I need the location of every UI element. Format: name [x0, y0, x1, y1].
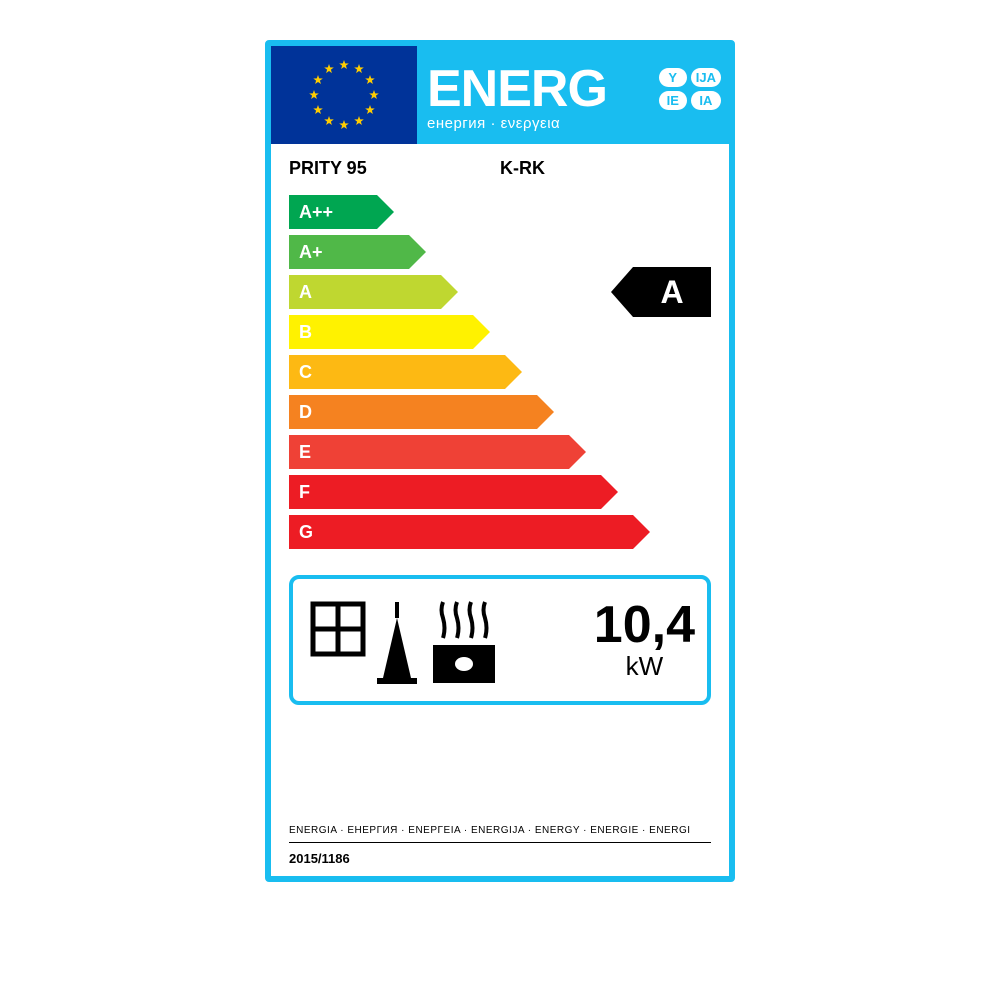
class-arrow-label: A++ — [289, 195, 377, 229]
class-arrow: G — [289, 515, 650, 549]
class-arrow: A — [289, 275, 458, 309]
product-row: PRITY 95 K-RK — [271, 144, 729, 187]
arrow-tip-icon — [505, 355, 522, 389]
heat-icons — [305, 590, 505, 690]
footer-languages: ENERGIA · ЕНЕРГИЯ · ΕΝΕΡΓΕΙΑ · ENERGIJA … — [271, 819, 729, 840]
class-arrow: A++ — [289, 195, 394, 229]
arrow-tip-icon — [633, 515, 650, 549]
power-value: 10,4 — [594, 599, 695, 651]
class-arrow-label: D — [289, 395, 537, 429]
energy-subtitle: енергия · ενεργεια — [427, 115, 721, 132]
class-arrow-label: F — [289, 475, 601, 509]
class-arrow: B — [289, 315, 490, 349]
class-arrow: A+ — [289, 235, 426, 269]
lang-pill: Y — [659, 68, 687, 87]
class-arrow: C — [289, 355, 522, 389]
rating-pointer: A — [611, 267, 711, 317]
lang-pill: IE — [659, 91, 687, 110]
power-unit: kW — [594, 651, 695, 682]
class-arrow: D — [289, 395, 554, 429]
energy-title: ENERG — [427, 63, 607, 115]
eu-flag — [271, 46, 417, 144]
pointer-tip-icon — [611, 267, 633, 317]
lang-pills: Y IJA IE IA — [659, 68, 721, 110]
class-arrow-label: B — [289, 315, 473, 349]
class-arrow: E — [289, 435, 586, 469]
header: ENERG Y IJA IE IA енергия · ενεργεια — [271, 46, 729, 144]
class-arrow-label: G — [289, 515, 633, 549]
efficiency-arrows: A A++A+ABCDEFG — [271, 187, 729, 567]
arrow-tip-icon — [409, 235, 426, 269]
spacer — [271, 719, 729, 819]
arrow-tip-icon — [569, 435, 586, 469]
class-arrow-label: C — [289, 355, 505, 389]
power-box: 10,4 kW — [289, 575, 711, 705]
regulation-number: 2015/1186 — [271, 845, 729, 876]
power-value-block: 10,4 kW — [594, 599, 695, 682]
product-brand: PRITY 95 — [289, 158, 500, 179]
arrow-tip-icon — [601, 475, 618, 509]
class-arrow-label: A+ — [289, 235, 409, 269]
heater-pictograms — [305, 590, 505, 690]
energy-label: ENERG Y IJA IE IA енергия · ενεργεια PRI… — [265, 40, 735, 882]
class-arrow-label: A — [289, 275, 441, 309]
divider — [289, 842, 711, 843]
arrow-tip-icon — [537, 395, 554, 429]
product-model: K-RK — [500, 158, 711, 179]
arrow-tip-icon — [473, 315, 490, 349]
arrow-tip-icon — [377, 195, 394, 229]
arrow-tip-icon — [441, 275, 458, 309]
lang-pill: IJA — [691, 68, 721, 87]
lang-pill: IA — [691, 91, 721, 110]
class-arrow: F — [289, 475, 618, 509]
energy-title-block: ENERG Y IJA IE IA енергия · ενεργεια — [417, 46, 729, 144]
rating-value: A — [633, 267, 711, 317]
class-arrow-label: E — [289, 435, 569, 469]
